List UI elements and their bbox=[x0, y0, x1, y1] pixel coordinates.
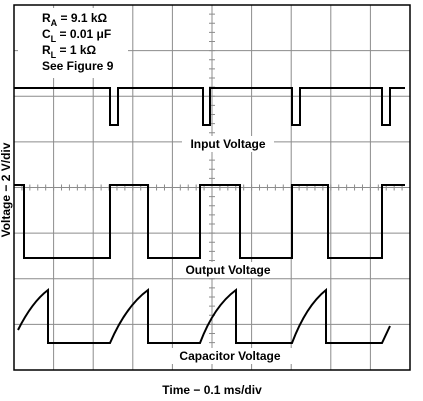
trace-label: Output Voltage bbox=[185, 263, 270, 277]
condition-value: = 0.01 μF bbox=[56, 27, 111, 41]
condition: See Figure 9 bbox=[42, 59, 114, 73]
label-bg bbox=[182, 136, 274, 152]
condition-value: = 1 kΩ bbox=[56, 43, 96, 57]
y-axis-label: Voltage − 2 V/div bbox=[0, 142, 13, 237]
capacitor-trace bbox=[17, 287, 391, 344]
symbol: R bbox=[42, 11, 51, 25]
grid bbox=[14, 5, 410, 370]
x-axis-label: Time − 0.1 ms/div bbox=[162, 383, 262, 396]
label-bg bbox=[166, 348, 294, 364]
label-bg bbox=[176, 262, 280, 278]
condition-value: = 9.1 kΩ bbox=[57, 11, 107, 25]
conditions-box bbox=[18, 8, 128, 78]
output-trace bbox=[14, 184, 405, 259]
symbol: R bbox=[42, 43, 51, 57]
subscript: L bbox=[51, 34, 57, 44]
subscript: L bbox=[51, 50, 57, 60]
condition: CL = 0.01 μF bbox=[42, 27, 111, 44]
trace-label: Capacitor Voltage bbox=[179, 349, 280, 363]
input-trace bbox=[14, 87, 405, 126]
condition: RL = 1 kΩ bbox=[42, 43, 97, 60]
symbol: C bbox=[42, 27, 51, 41]
condition-value: See Figure 9 bbox=[42, 59, 114, 73]
trace-label: Input Voltage bbox=[190, 137, 265, 151]
subscript: A bbox=[51, 18, 58, 28]
plot-frame bbox=[13, 4, 411, 371]
condition: RA = 9.1 kΩ bbox=[42, 11, 108, 28]
